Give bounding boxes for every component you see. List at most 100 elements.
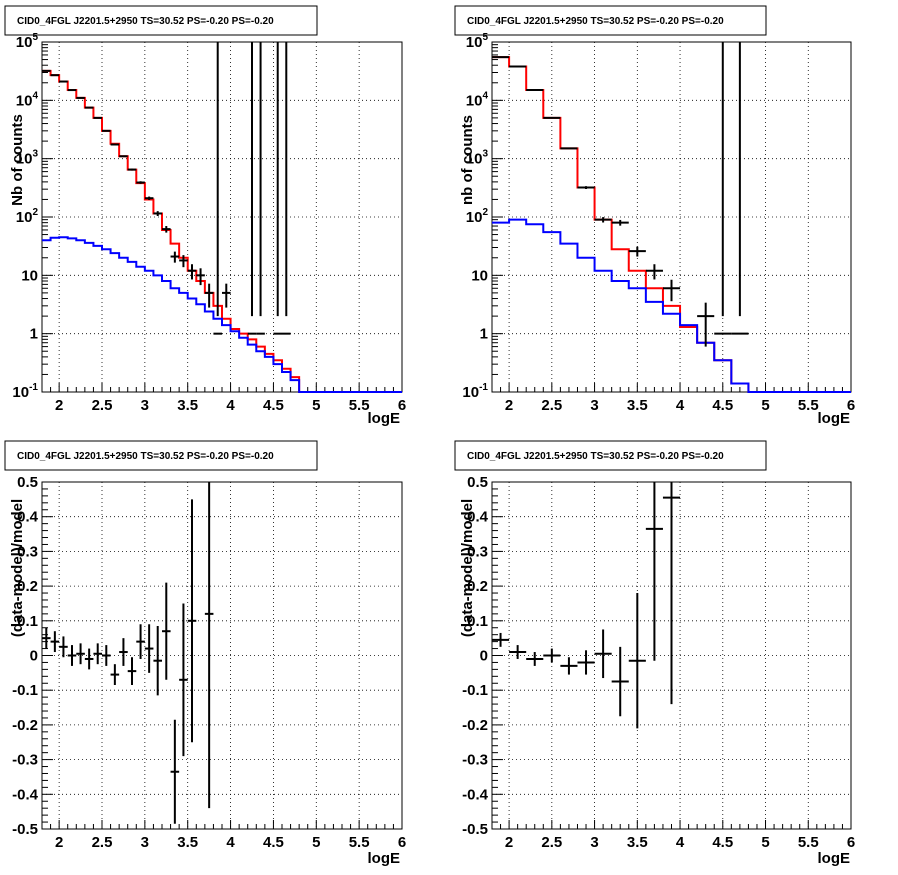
data-point xyxy=(170,719,180,824)
data-point xyxy=(136,181,145,184)
data-point xyxy=(127,657,137,685)
panel-counts-right: CID0_4FGL J2201.5+2950 TS=30.52 PS=-0.20… xyxy=(454,5,855,427)
data-point xyxy=(509,645,527,659)
x-tick-label: 2.5 xyxy=(541,397,562,414)
x-tick-label: 5 xyxy=(761,834,769,851)
y-tick-label: 103 xyxy=(16,149,39,168)
data-point xyxy=(645,264,663,280)
y-tick-label: -0.4 xyxy=(12,786,39,803)
x-tick-label: 6 xyxy=(398,397,406,414)
data-point xyxy=(273,42,282,335)
data-point xyxy=(213,42,222,335)
data-point xyxy=(594,629,612,679)
data-point xyxy=(102,129,111,132)
x-axis-title: logE xyxy=(368,850,401,867)
x-tick-label: 2.5 xyxy=(541,834,562,851)
data-point xyxy=(144,624,154,673)
data-point xyxy=(256,42,265,335)
data-point xyxy=(162,582,171,680)
title-box xyxy=(454,5,767,36)
x-tick-label: 2.5 xyxy=(92,834,113,851)
model-component-histogram xyxy=(42,236,402,393)
data-point xyxy=(594,217,612,223)
x-tick-label: 3 xyxy=(590,834,598,851)
data-point xyxy=(204,283,214,308)
data-point xyxy=(162,226,171,233)
x-tick-label: 4 xyxy=(676,397,685,414)
data-point xyxy=(110,143,120,146)
x-axis-title: logE xyxy=(818,850,851,867)
x-tick-label: 4.5 xyxy=(712,397,733,414)
data-point xyxy=(662,482,681,705)
data-point xyxy=(543,648,561,663)
data-point xyxy=(170,251,180,263)
data-point xyxy=(102,645,111,666)
panel-residuals-right: CID0_4FGL J2201.5+2950 TS=30.52 PS=-0.20… xyxy=(454,440,855,867)
x-tick-label: 6 xyxy=(847,397,855,414)
y-tick-label: 1 xyxy=(480,326,488,343)
data-point xyxy=(84,106,94,109)
data-point xyxy=(42,627,51,649)
data-point xyxy=(59,636,68,658)
data-point xyxy=(76,643,85,665)
x-tick-label: 4 xyxy=(226,397,235,414)
data-point xyxy=(127,168,137,171)
x-tick-label: 4 xyxy=(676,834,685,851)
data-point xyxy=(282,42,291,335)
panel-title: CID0_4FGL J2201.5+2950 TS=30.52 PS=-0.20… xyxy=(467,16,724,27)
data-point xyxy=(731,42,749,335)
x-tick-label: 3.5 xyxy=(177,834,198,851)
x-tick-label: 4.5 xyxy=(263,834,284,851)
title-box xyxy=(454,440,767,471)
model-total-histogram xyxy=(492,56,851,393)
y-tick-label: 102 xyxy=(16,207,39,226)
data-point xyxy=(153,211,162,217)
y-tick-label: 103 xyxy=(466,149,489,168)
data-point xyxy=(110,664,120,685)
x-tick-label: 5 xyxy=(312,834,320,851)
x-tick-label: 5.5 xyxy=(349,397,370,414)
data-point xyxy=(119,155,128,158)
y-tick-label: 10 xyxy=(21,267,38,284)
data-point xyxy=(714,42,732,335)
y-axis-title: Nb of counts xyxy=(9,114,26,206)
x-tick-label: 2 xyxy=(55,397,63,414)
y-tick-label: 104 xyxy=(16,90,39,109)
x-tick-label: 3.5 xyxy=(177,397,198,414)
y-tick-label: 0.4 xyxy=(467,509,489,526)
data-point xyxy=(611,219,629,226)
x-tick-label: 2 xyxy=(55,834,63,851)
data-point xyxy=(153,626,162,696)
x-tick-label: 2 xyxy=(505,834,513,851)
x-tick-label: 4.5 xyxy=(263,397,284,414)
title-box xyxy=(4,5,318,36)
panel-title: CID0_4FGL J2201.5+2950 TS=30.52 PS=-0.20… xyxy=(467,451,724,462)
data-point xyxy=(136,624,145,659)
x-tick-label: 3.5 xyxy=(627,834,648,851)
data-point xyxy=(247,42,257,335)
data-point xyxy=(662,279,681,302)
y-tick-label: 0.1 xyxy=(467,613,488,630)
data-point xyxy=(119,638,128,666)
x-tick-label: 5.5 xyxy=(798,834,819,851)
x-tick-label: 4.5 xyxy=(712,834,733,851)
x-tick-label: 5 xyxy=(312,397,320,414)
data-point xyxy=(697,302,715,347)
data-point xyxy=(196,268,205,286)
model-total-histogram xyxy=(42,69,402,393)
model-component-histogram xyxy=(492,218,851,393)
data-point xyxy=(187,264,197,280)
data-point xyxy=(543,116,561,119)
y-tick-label: 0.5 xyxy=(467,474,488,491)
y-tick-label: 102 xyxy=(466,207,489,226)
y-tick-label: 0.4 xyxy=(17,509,39,526)
data-point xyxy=(577,650,595,675)
data-point xyxy=(179,255,188,268)
y-tick-label: 0.3 xyxy=(467,543,488,560)
x-tick-label: 2.5 xyxy=(92,397,113,414)
data-point xyxy=(179,603,188,757)
y-tick-label: 0.3 xyxy=(17,543,38,560)
panel-residuals-left: CID0_4FGL J2201.5+2950 TS=30.52 PS=-0.20… xyxy=(4,440,406,867)
y-tick-label: -0.3 xyxy=(462,752,488,769)
